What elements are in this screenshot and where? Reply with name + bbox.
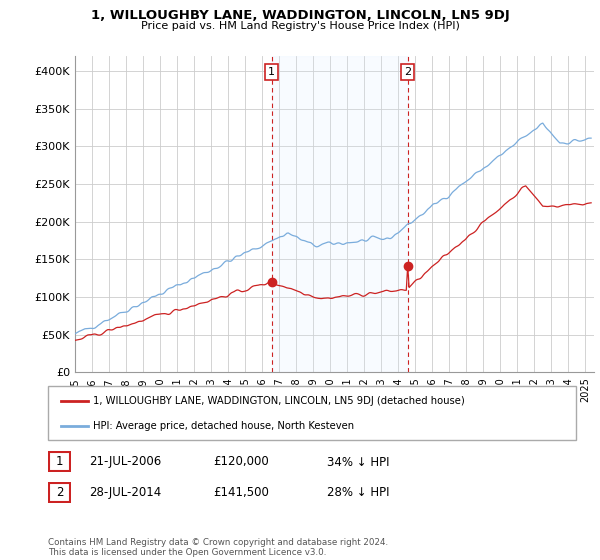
Text: £120,000: £120,000 [213, 455, 269, 469]
Text: 1, WILLOUGHBY LANE, WADDINGTON, LINCOLN, LN5 9DJ: 1, WILLOUGHBY LANE, WADDINGTON, LINCOLN,… [91, 9, 509, 22]
Text: 28% ↓ HPI: 28% ↓ HPI [327, 486, 389, 500]
Text: 2: 2 [56, 486, 63, 499]
Text: HPI: Average price, detached house, North Kesteven: HPI: Average price, detached house, Nort… [93, 421, 354, 431]
Text: £141,500: £141,500 [213, 486, 269, 500]
Text: 1: 1 [268, 67, 275, 77]
Text: 1, WILLOUGHBY LANE, WADDINGTON, LINCOLN, LN5 9DJ (detached house): 1, WILLOUGHBY LANE, WADDINGTON, LINCOLN,… [93, 396, 464, 407]
FancyBboxPatch shape [49, 452, 70, 471]
Text: Contains HM Land Registry data © Crown copyright and database right 2024.
This d: Contains HM Land Registry data © Crown c… [48, 538, 388, 557]
Text: 2: 2 [404, 67, 411, 77]
Text: 34% ↓ HPI: 34% ↓ HPI [327, 455, 389, 469]
Text: Price paid vs. HM Land Registry's House Price Index (HPI): Price paid vs. HM Land Registry's House … [140, 21, 460, 31]
Text: 1: 1 [56, 455, 63, 468]
FancyBboxPatch shape [48, 386, 576, 440]
Bar [272, 56, 407, 372]
Text: 21-JUL-2006: 21-JUL-2006 [89, 455, 161, 469]
FancyBboxPatch shape [49, 483, 70, 502]
Text: 28-JUL-2014: 28-JUL-2014 [89, 486, 161, 500]
